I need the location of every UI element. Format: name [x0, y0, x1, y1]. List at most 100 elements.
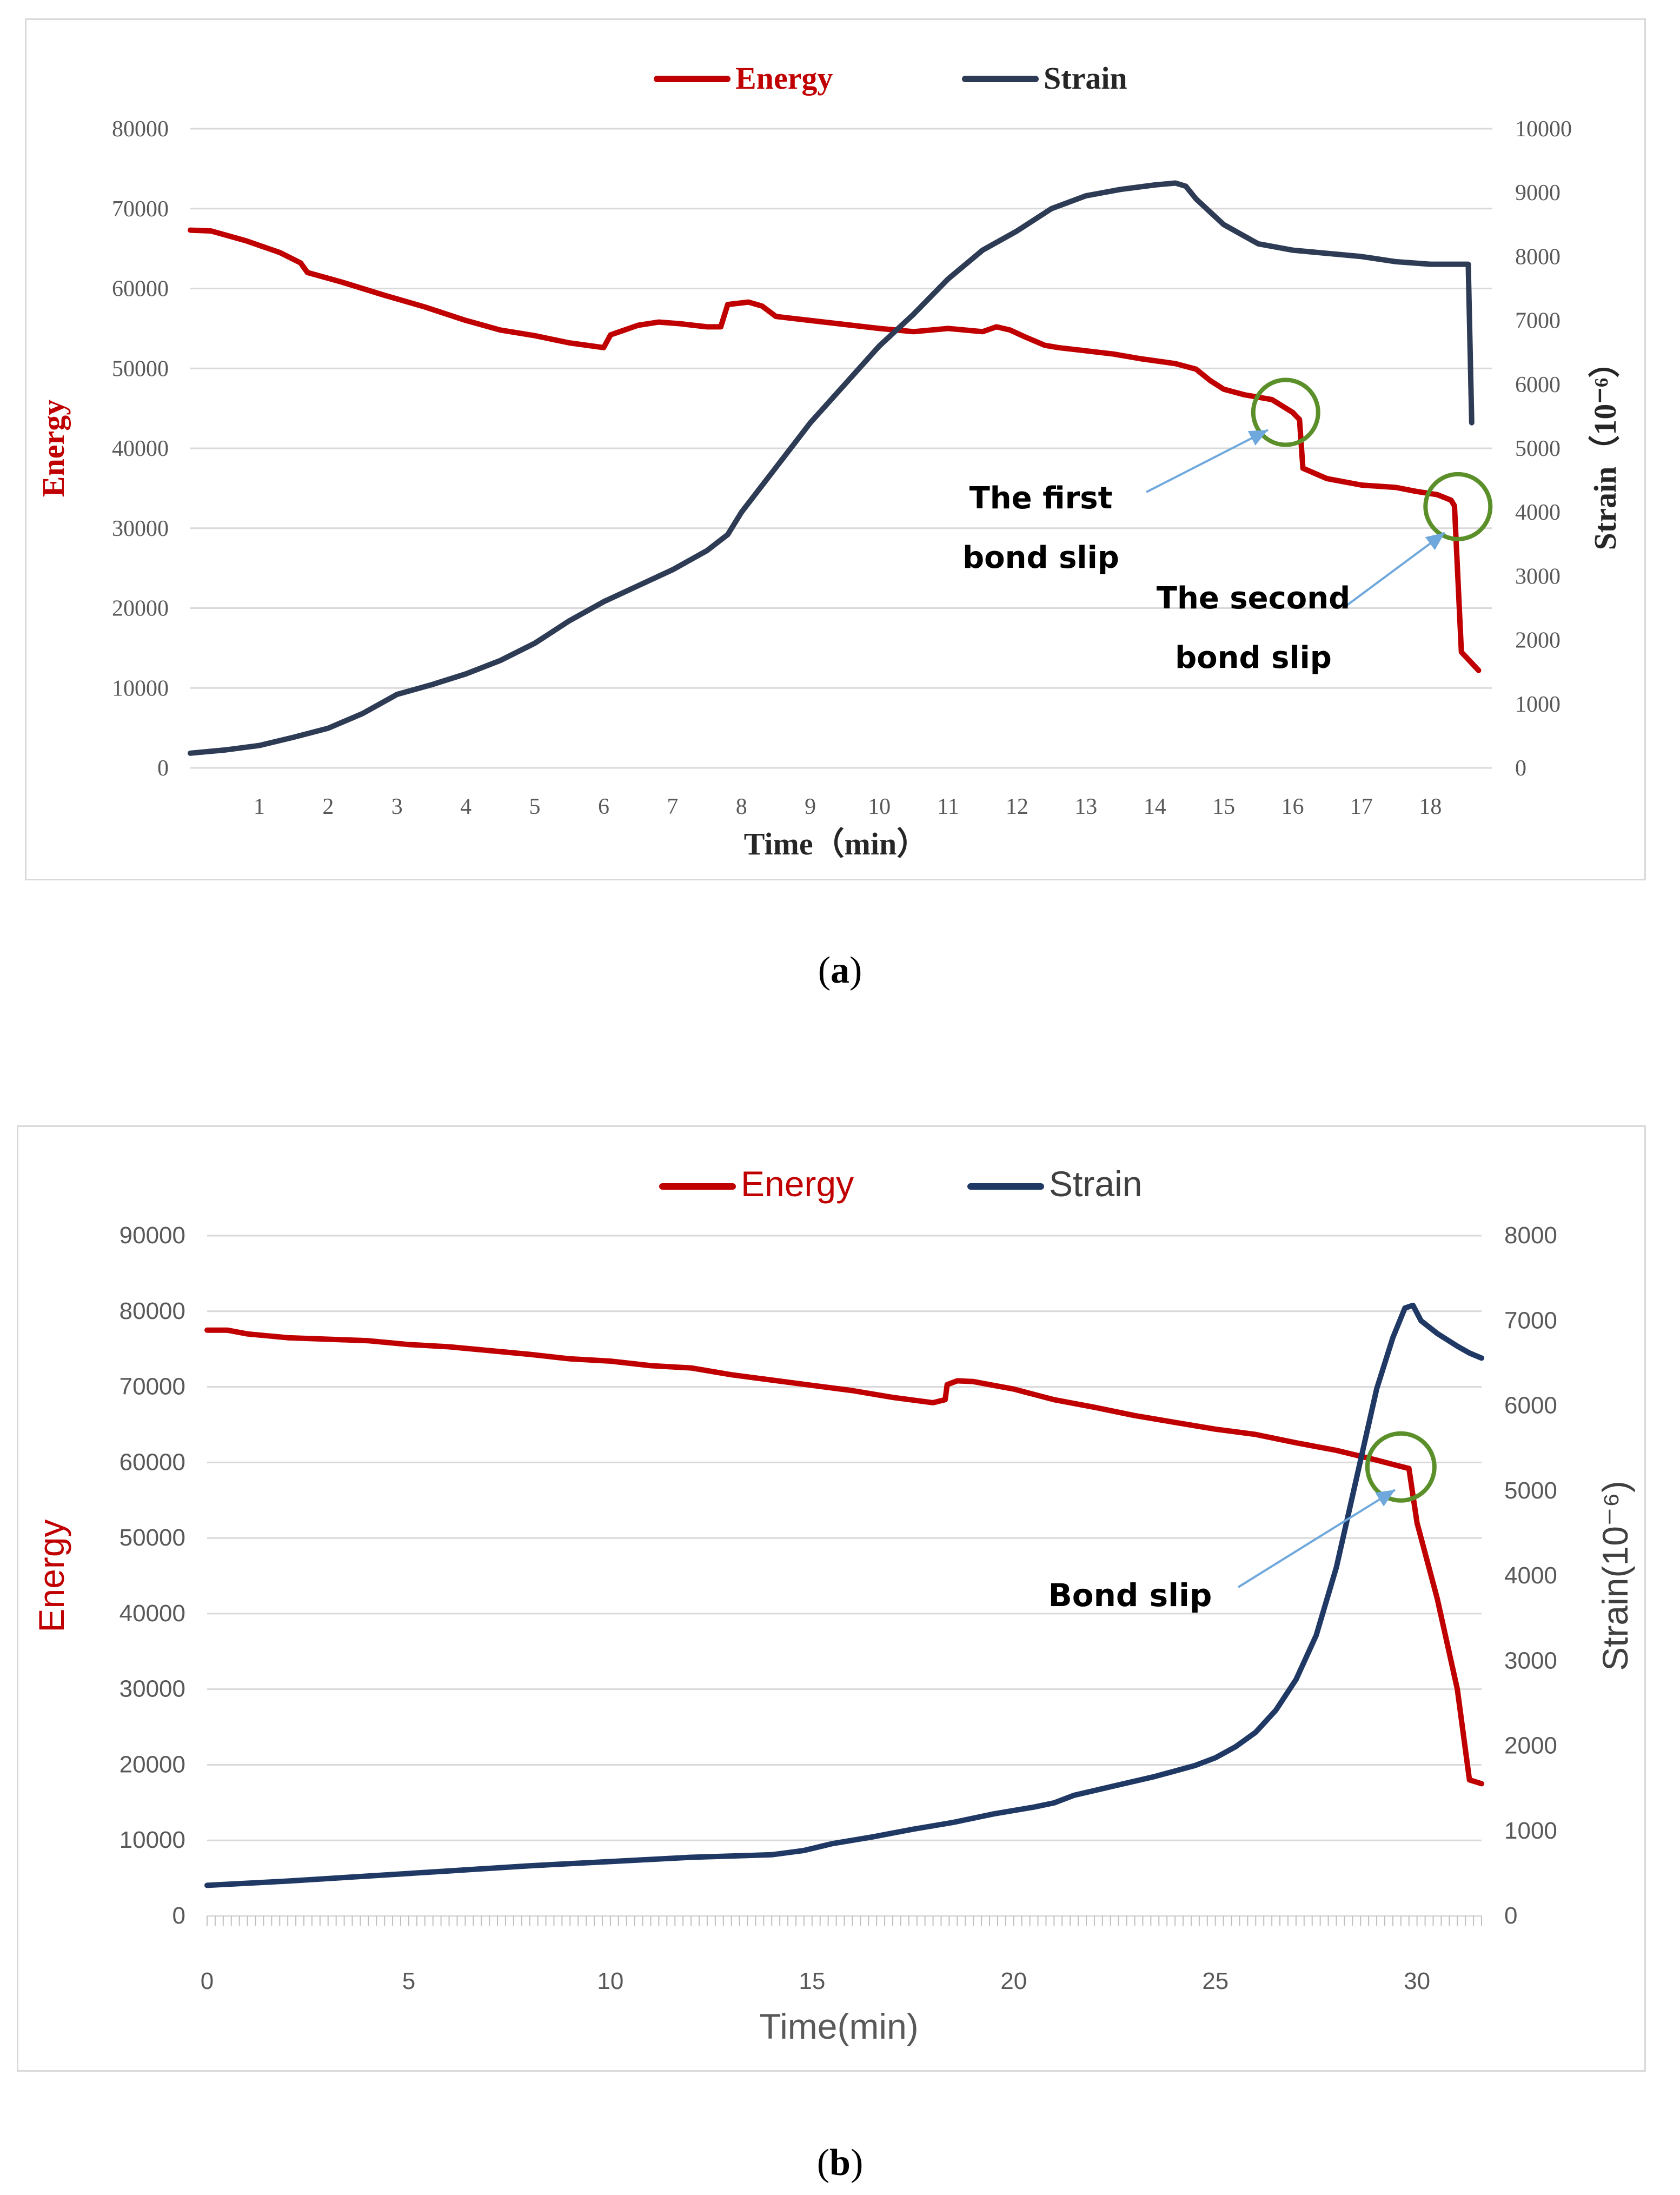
y-tick-label: 70000 [112, 197, 169, 222]
x-tick-label: 7 [667, 794, 678, 819]
annotation-text: bond slip [1175, 640, 1332, 675]
x-tick-label: 8 [736, 794, 747, 819]
y2-tick-label: 7000 [1504, 1307, 1557, 1334]
y-tick-label: 60000 [112, 277, 169, 302]
y2-tick-label: 1000 [1504, 1818, 1557, 1844]
annotation-text: Bond slip [1048, 1577, 1212, 1614]
x-tick-label: 9 [805, 794, 816, 819]
y2-tick-label: 7000 [1515, 309, 1561, 334]
x-tick-label: 5 [402, 1968, 415, 1994]
y-tick-label: 0 [157, 756, 169, 781]
x-tick-label: 4 [460, 794, 472, 819]
y-tick-label: 30000 [112, 516, 169, 541]
annotation-arrow-head [1425, 533, 1445, 551]
caption-a-letter: a [831, 950, 849, 991]
y2-tick-label: 1000 [1515, 692, 1561, 717]
legend-label: Strain [1044, 61, 1127, 96]
y2-tick-label: 0 [1504, 1902, 1517, 1929]
y2-tick-label: 3000 [1515, 564, 1561, 589]
y-tick-label: 20000 [119, 1751, 185, 1778]
legend-label: Strain [1049, 1164, 1142, 1204]
y2-tick-label: 3000 [1504, 1647, 1557, 1674]
y2-tick-label: 8000 [1515, 244, 1561, 269]
x-tick-label: 16 [1281, 794, 1304, 819]
x-tick-label: 10 [597, 1968, 623, 1994]
annotation-arrow-head [1375, 1490, 1395, 1507]
series-line-energy [204, 1327, 1484, 1787]
y-tick-label: 40000 [119, 1600, 185, 1627]
y2-tick-label: 4000 [1515, 500, 1561, 525]
x-axis-label: Time（min） [744, 826, 928, 861]
series-line-strain [204, 1302, 1484, 1888]
x-tick-label: 20 [1000, 1968, 1027, 1994]
caption-a: (a) [818, 950, 862, 991]
y-tick-label: 30000 [119, 1676, 185, 1702]
x-tick-label: 10 [868, 794, 891, 819]
y-tick-label: 60000 [119, 1449, 185, 1475]
x-tick-label: 5 [529, 794, 541, 819]
annotation-circle [1423, 472, 1493, 541]
x-tick-label: 12 [1006, 794, 1028, 819]
x-tick-label: 6 [598, 794, 609, 819]
y2-tick-label: 4000 [1504, 1562, 1557, 1589]
y-axis-label: Energy [36, 400, 71, 497]
chart-b [204, 1183, 1484, 1926]
y2-tick-label: 8000 [1504, 1222, 1557, 1249]
y2-tick-label: 2000 [1504, 1733, 1557, 1759]
caption-b-letter: b [829, 2142, 851, 2184]
annotation-text: The first [970, 481, 1113, 516]
x-tick-label: 25 [1202, 1968, 1229, 1994]
y2-tick-label: 6000 [1515, 373, 1561, 397]
y2-tick-label: 5000 [1515, 436, 1561, 461]
x-tick-label: 2 [322, 794, 334, 819]
legend-label: Energy [735, 61, 833, 96]
y-tick-label: 0 [172, 1902, 185, 1929]
y-tick-label: 50000 [119, 1524, 185, 1551]
y2-tick-label: 5000 [1504, 1477, 1557, 1504]
x-tick-label: 17 [1350, 794, 1373, 819]
y2-tick-label: 0 [1515, 756, 1526, 781]
annotation-arrow-line [1146, 429, 1269, 493]
y-tick-label: 80000 [119, 1298, 185, 1324]
y2-tick-label: 10000 [1515, 117, 1572, 142]
series-line-strain [188, 180, 1475, 756]
y-tick-label: 10000 [112, 676, 169, 701]
x-tick-label: 15 [1212, 794, 1235, 819]
legend-label: Energy [741, 1164, 854, 1204]
chart-panel-b [17, 1125, 1646, 2072]
y-tick-label: 40000 [112, 436, 169, 461]
y2-tick-label: 2000 [1515, 628, 1561, 653]
annotation-circle [1251, 377, 1320, 447]
y-tick-label: 80000 [112, 117, 169, 142]
annotation-arrow-head [1247, 430, 1268, 446]
y-tick-label: 10000 [119, 1827, 185, 1853]
y2-axis-label: Strain(10⁻⁶) [1595, 1481, 1635, 1671]
series-line-energy [188, 227, 1482, 673]
y-tick-label: 50000 [112, 356, 169, 381]
y2-tick-label: 6000 [1504, 1392, 1557, 1419]
y-axis-label: Energy [31, 1519, 71, 1632]
x-tick-label: 13 [1074, 794, 1097, 819]
x-tick-label: 30 [1404, 1968, 1430, 1994]
y2-tick-label: 9000 [1515, 181, 1561, 205]
annotation-arrow-line [1345, 532, 1446, 607]
annotation-text: bond slip [962, 540, 1119, 575]
annotation-circle [1365, 1431, 1437, 1503]
chart-a [188, 76, 1493, 769]
annotation-arrow-line [1237, 1489, 1396, 1588]
x-tick-label: 15 [799, 1968, 825, 1994]
x-tick-label: 3 [391, 794, 403, 819]
x-tick-label: 18 [1419, 794, 1442, 819]
annotation-text: The second [1157, 581, 1350, 616]
y-tick-label: 20000 [112, 596, 169, 621]
y2-axis-label: Strain（10⁻⁶） [1588, 347, 1623, 551]
x-tick-label: 14 [1144, 794, 1166, 819]
y-tick-label: 70000 [119, 1374, 185, 1400]
y-tick-label: 90000 [119, 1222, 185, 1249]
caption-b: (b) [816, 2142, 864, 2184]
x-tick-label: 11 [937, 794, 959, 819]
x-tick-label: 1 [254, 794, 265, 819]
x-axis-label: Time(min) [759, 2006, 919, 2046]
x-tick-label: 0 [201, 1968, 214, 1994]
